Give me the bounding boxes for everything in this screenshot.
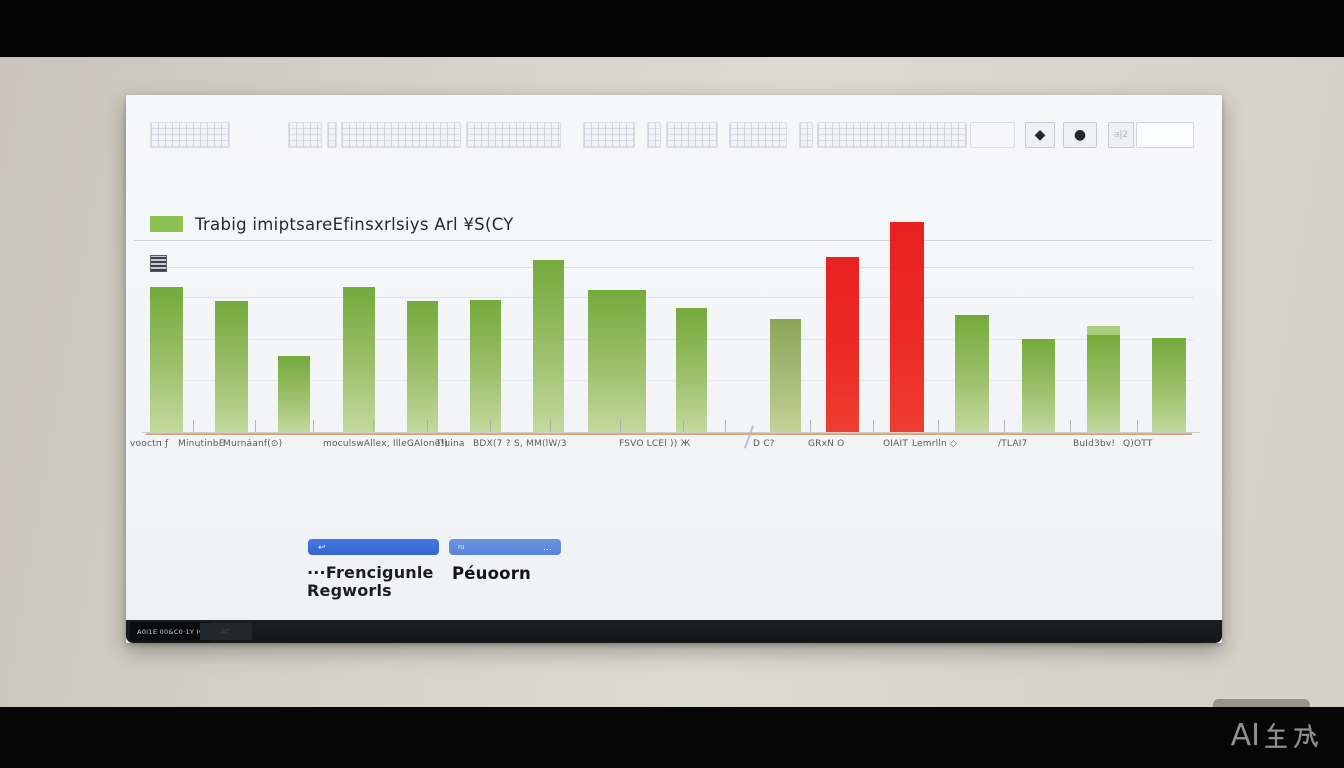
report-link-line1: ···Frencigunle <box>307 563 434 582</box>
axis-label: moculswAllex, IlleGAlone!) <box>323 439 448 449</box>
toolbar-group-8[interactable] <box>666 122 718 148</box>
cjk-glyph-sheng-icon <box>1265 722 1287 748</box>
legend-swatch <box>150 216 183 232</box>
axis-tick <box>683 420 684 433</box>
toolbar-group-10[interactable] <box>799 122 813 148</box>
chart-gridline <box>148 380 1194 381</box>
axis-tick <box>427 420 428 433</box>
axis-label: /TLAI7 <box>998 439 1028 449</box>
axis-label: MinutinbE <box>178 439 225 449</box>
toolbar: ◆ ● a|2 <box>126 122 1222 148</box>
axis-tick <box>620 420 621 433</box>
axis-tick <box>193 420 194 433</box>
ellipsis-icon: … <box>543 542 552 552</box>
toolbar-group-9[interactable] <box>729 122 787 148</box>
cjk-glyph-cheng-icon <box>1294 723 1318 748</box>
axis-tick <box>1070 420 1071 433</box>
chart-bar[interactable] <box>588 290 646 433</box>
toolbar-group-11[interactable] <box>817 122 967 148</box>
chart-bar[interactable] <box>407 301 438 433</box>
axis-tick <box>373 420 374 433</box>
chart-bar[interactable] <box>1152 338 1186 433</box>
axis-tick <box>490 420 491 433</box>
report-link-line2: Regworls <box>307 581 392 600</box>
axis-tick <box>313 420 314 433</box>
chart-bar[interactable] <box>890 222 924 433</box>
axis-baseline <box>146 433 1192 435</box>
toolbar-input[interactable] <box>1136 122 1194 148</box>
app-window: ◆ ● a|2 Trabig imiptsareEfinsxrlsiys Arl ¥… <box>126 95 1222 643</box>
axis-label: Q)OTT <box>1123 439 1153 449</box>
chart-bar[interactable] <box>278 356 310 433</box>
legend-separator <box>134 240 1212 241</box>
report-link[interactable]: ···Frencigunle Regworls <box>307 564 434 600</box>
axis-label: vooctп ƒ <box>130 439 169 449</box>
axis-label: BDX(7 ? <box>473 439 511 449</box>
axis-tick <box>938 420 939 433</box>
secondary-action-button[interactable]: ru … <box>449 539 561 555</box>
chart-bar[interactable] <box>676 308 707 433</box>
desktop-background: ◆ ● a|2 Trabig imiptsareEfinsxrlsiys Arl ¥… <box>0 57 1344 708</box>
legend-label: Trabig imiptsareEfinsxrlsiys Arl ¥S(CY <box>195 214 514 234</box>
axis-label: S, MM(lW/3 <box>514 439 567 449</box>
toolbar-group-4[interactable] <box>341 122 461 148</box>
axis-tick <box>1004 420 1005 433</box>
secondary-link[interactable]: Péuoorn <box>452 564 531 583</box>
toolbar-group-5[interactable] <box>466 122 561 148</box>
toolbar-group-3[interactable] <box>327 122 337 148</box>
top-letterbox <box>0 0 1344 57</box>
axis-line <box>142 432 1200 433</box>
primary-action-button[interactable]: ↩ <box>308 539 439 555</box>
toolbar-spacer <box>970 122 1015 148</box>
axis-label: OIAIT <box>883 439 909 449</box>
axis-tick <box>550 420 551 433</box>
axis-label: BuId3bv! <box>1073 439 1116 449</box>
statusbar-button[interactable]: AC <box>200 623 252 640</box>
axis-tick <box>873 420 874 433</box>
chart-legend: Trabig imiptsareEfinsxrlsiys Arl ¥S(CY <box>150 213 514 235</box>
axis-tick <box>255 420 256 433</box>
watermark-text: AI <box>1230 718 1260 753</box>
window-statusbar: A0I1E 00&C0·1Y Iv AC <box>126 620 1222 643</box>
chart-bar[interactable] <box>150 287 183 433</box>
chart-bar[interactable] <box>343 287 375 433</box>
chart-bar[interactable] <box>215 301 248 433</box>
chart-bar[interactable] <box>1087 326 1120 433</box>
chart-bar[interactable] <box>826 257 859 433</box>
toolbar-group-6[interactable] <box>583 122 635 148</box>
toolbar-group-2[interactable] <box>288 122 322 148</box>
chart: vooctп ƒ MinutinbE Murnáanf(⊙) moculswAllex… <box>126 95 1222 643</box>
statusbar-text: A0I1E 00&C0·1Y Iv <box>130 622 210 641</box>
ai-watermark: AI <box>1231 718 1318 753</box>
chart-bar[interactable] <box>770 319 801 433</box>
button-label: ru <box>458 543 465 551</box>
blob-icon-button[interactable]: ● <box>1063 122 1097 148</box>
monitor-stand-tab <box>1213 699 1310 708</box>
axis-label: D C? <box>753 439 775 449</box>
chart-gridline <box>148 267 1194 268</box>
axis-tick <box>725 420 726 433</box>
chart-bar[interactable] <box>1022 339 1055 433</box>
chart-bar[interactable] <box>470 300 501 433</box>
axis-tick <box>810 420 811 433</box>
axis-label: Tluina <box>436 439 465 449</box>
chart-gridline <box>148 297 1194 298</box>
scribble-icon: ↩ <box>318 541 326 552</box>
toolbar-group-7[interactable] <box>647 122 661 148</box>
stamp-box[interactable]: a|2 <box>1108 122 1134 148</box>
chart-bar[interactable] <box>955 315 989 433</box>
blob-icon: ● <box>1073 127 1087 143</box>
chart-gridline <box>148 339 1194 340</box>
diamond-icon: ◆ <box>1034 127 1046 143</box>
chart-bar[interactable] <box>533 260 564 433</box>
axis-label: Lemrlln ◇ <box>912 439 958 449</box>
bottom-letterbox: AI <box>0 707 1344 768</box>
axis-label: Murnáanf(⊙) <box>223 439 283 449</box>
toolbar-group-1[interactable] <box>150 122 230 148</box>
axis-tick <box>1137 420 1138 433</box>
diamond-icon-button[interactable]: ◆ <box>1025 122 1055 148</box>
axis-label: FSVO LCEl )) Ж <box>619 439 691 449</box>
axis-label: GRxN O <box>808 439 845 449</box>
